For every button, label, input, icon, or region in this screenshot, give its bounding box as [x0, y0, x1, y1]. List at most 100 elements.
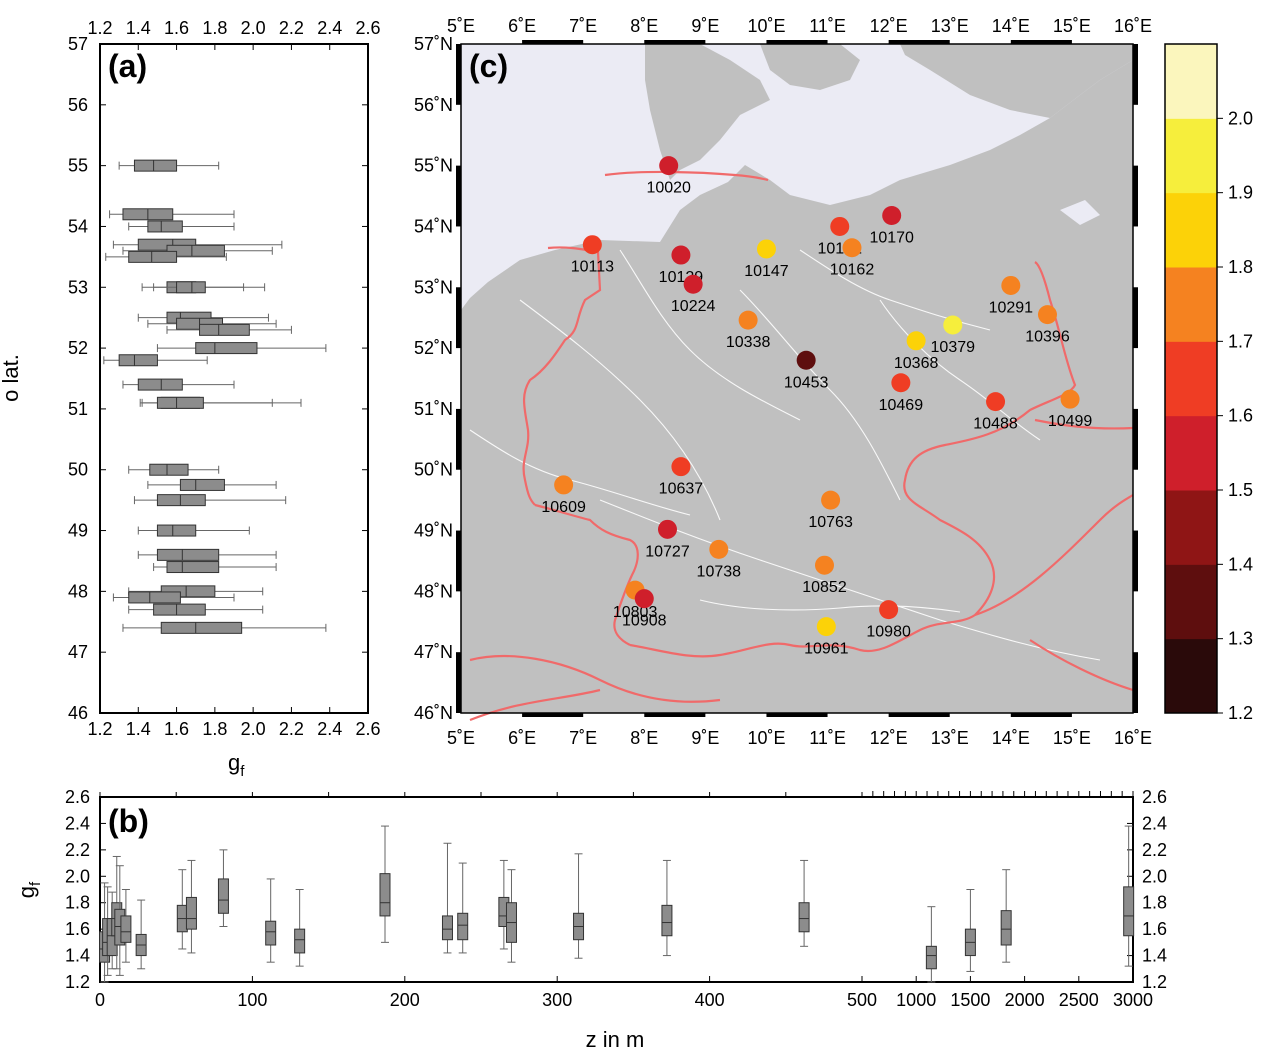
station-marker [738, 310, 758, 330]
map-x-ticks-top: 5˚E 6˚E 7˚E 8˚E 9˚E 10˚E 11˚E 12˚E 13˚E 14˚E 15˚E 1… [447, 16, 1152, 36]
map-x-tick-label-bottom: 7˚E [569, 728, 597, 748]
station-marker [671, 457, 691, 477]
station-marker [1037, 305, 1057, 325]
station-marker [814, 555, 834, 575]
a-box [160, 585, 216, 598]
station-marker [634, 589, 654, 609]
map-x-tick-label-bottom: 14˚E [992, 728, 1030, 748]
colorbar-swatch [1165, 44, 1217, 119]
colorbar-swatch [1165, 118, 1217, 194]
map-x-tick-label-bottom: 13˚E [931, 728, 969, 748]
station-label: 10980 [866, 624, 911, 641]
map-y-tick-label: 46˚N [414, 703, 453, 723]
station-label: 10609 [541, 499, 586, 516]
a-y-tick-label: 51 [68, 399, 88, 419]
map-y-tick-label: 48˚N [414, 581, 453, 601]
colorbar-tick-label: 1.6 [1228, 406, 1253, 426]
station-label: 10147 [744, 263, 789, 280]
b-box [185, 896, 197, 930]
station-marker [882, 206, 902, 226]
map-edge-segment [1133, 287, 1138, 349]
a-box [156, 524, 197, 537]
a-box [128, 250, 178, 263]
colorbar-tick-label: 2.0 [1228, 108, 1253, 128]
a-box [179, 478, 225, 491]
a-x-tick-label-top: 1.6 [164, 18, 189, 38]
map-x-tick-label-top: 15˚E [1053, 16, 1091, 36]
b-x-tick-label: 1500 [950, 990, 990, 1010]
map-land-zealand [760, 44, 860, 90]
station-label: 10453 [784, 374, 829, 391]
station-label: 10852 [802, 579, 847, 596]
map-y-tick-label: 47˚N [414, 642, 453, 662]
border-south [629, 614, 976, 658]
map-x-ticks-bottom: 5˚E 6˚E 7˚E 8˚E 9˚E 10˚E 11˚E 12˚E 13˚E 14˚E 15˚E 1… [447, 728, 1152, 748]
colorbar-swatch [1165, 638, 1217, 714]
station-marker [986, 392, 1006, 412]
a-x-tick-label-top: 1.2 [87, 18, 112, 38]
a-x-tick-label-bottom: 1.6 [164, 719, 189, 739]
b-x-tick-label: 500 [847, 990, 877, 1010]
station-marker [683, 274, 703, 294]
map-edge-segment [1133, 652, 1138, 713]
b-x-tick-label: 300 [542, 990, 572, 1010]
map-edge-segment [456, 44, 461, 105]
station-label: 10763 [808, 514, 853, 531]
station-label: 10499 [1048, 413, 1093, 430]
station-marker [796, 350, 816, 370]
b-y-tick-label: 2.2 [65, 840, 90, 860]
a-box [199, 323, 250, 336]
colorbar-swatch [1165, 192, 1217, 268]
colorbar-tick-label: 1.8 [1228, 257, 1253, 277]
a-x-tick-label-bottom: 2.2 [279, 719, 304, 739]
panel-b-boxes [99, 825, 1135, 983]
panel-b-y-title: gf [14, 881, 44, 898]
map-edge-segment [644, 40, 706, 44]
colorbar-swatch [1165, 267, 1217, 342]
b-x-tick-label: 200 [390, 990, 420, 1010]
map-edge-segment [766, 713, 828, 717]
map-borders [469, 170, 1134, 722]
station-marker [830, 216, 850, 236]
a-x-tick-label-top: 2.0 [241, 18, 266, 38]
station-label: 10368 [894, 355, 939, 372]
river-2 [739, 289, 901, 501]
map-y-tick-label: 53˚N [414, 277, 453, 297]
a-box [156, 494, 206, 507]
panel-b: 1.2 1.2 1.4 1.4 1.6 1.6 1.8 1.8 2.0 2.0 2.2 2.2 2.4 2… [14, 787, 1167, 1052]
b-box [265, 920, 277, 946]
b-box [379, 873, 391, 917]
map-x-tick-label-bottom: 16˚E [1114, 728, 1152, 748]
b-x-tick-label: 3000 [1113, 990, 1153, 1010]
panel-a-y-title: o lat. [0, 354, 23, 402]
a-x-tick-label-bottom: 1.4 [126, 719, 151, 739]
station-label: 10020 [646, 180, 691, 197]
station-marker [891, 373, 911, 393]
map-edge-segment [766, 40, 828, 44]
panel-a: 46 47 48 49 50 51 52 53 54 55 56 57 1.2 1.2 1.4 1.4 1.6… [0, 18, 381, 780]
map-edge-segment [456, 287, 461, 349]
b-x-tick-label: 1000 [896, 990, 936, 1010]
map-x-tick-label-top: 5˚E [447, 16, 475, 36]
b-y-tick-label: 2.0 [65, 866, 90, 886]
b-box [1000, 910, 1012, 946]
border-se [1029, 639, 1134, 692]
a-y-tick-label: 53 [68, 277, 88, 297]
map-land-sweden [900, 44, 1133, 118]
a-box [149, 463, 189, 476]
b-y-tick-label-right: 1.4 [1142, 946, 1167, 966]
map-edge-segment [456, 408, 461, 470]
station-label: 10396 [1025, 329, 1070, 346]
map-x-tick-label-top: 10˚E [747, 16, 785, 36]
border-denmark [604, 170, 769, 182]
map-x-tick-label-top: 12˚E [870, 16, 908, 36]
map-edge-segment [522, 40, 584, 44]
map-y-tick-label: 52˚N [414, 338, 453, 358]
border-west-north [522, 246, 602, 506]
border-west-south [534, 503, 639, 646]
a-box [166, 561, 220, 574]
map-x-tick-label-bottom: 8˚E [630, 728, 658, 748]
a-y-tick-label: 48 [68, 581, 88, 601]
